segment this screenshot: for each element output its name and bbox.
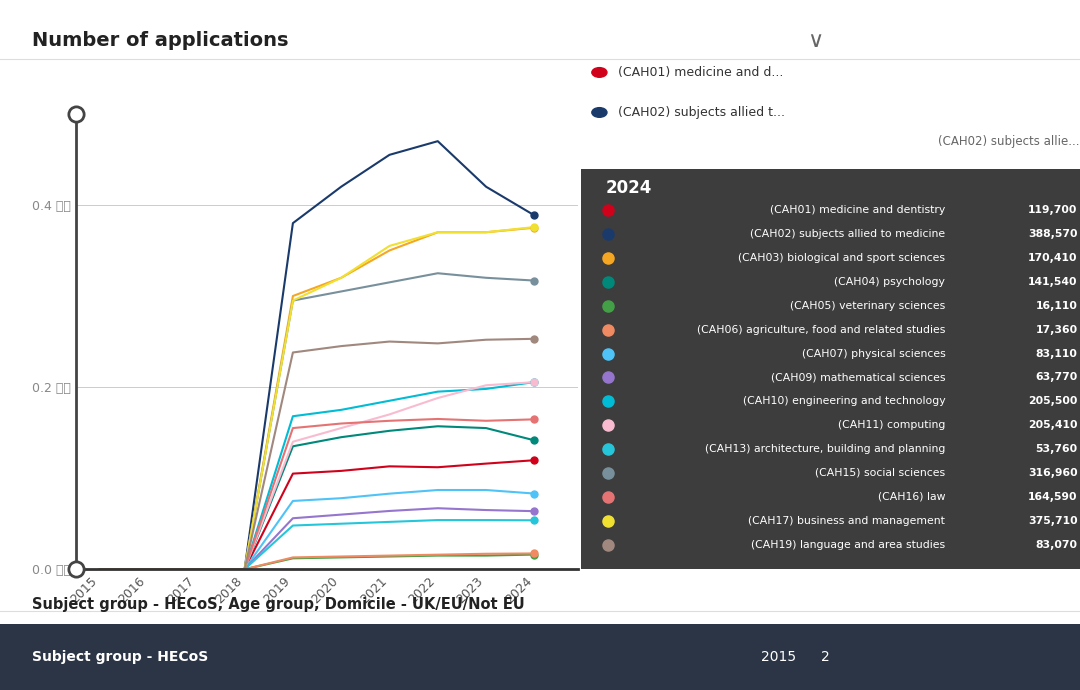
Text: 2024: 2024 <box>606 179 652 197</box>
Text: ∨: ∨ <box>807 31 824 51</box>
Text: (CAH10) engineering and technology: (CAH10) engineering and technology <box>743 396 945 406</box>
Text: (CAH04) psychology: (CAH04) psychology <box>835 277 945 287</box>
Text: 83,110: 83,110 <box>1036 348 1078 359</box>
Text: 119,700: 119,700 <box>1028 205 1078 215</box>
Text: 53,760: 53,760 <box>1036 444 1078 454</box>
Text: 388,570: 388,570 <box>1028 229 1078 239</box>
Text: (CAH17) business and management: (CAH17) business and management <box>748 515 945 526</box>
Text: 205,410: 205,410 <box>1028 420 1078 430</box>
Text: 316,960: 316,960 <box>1028 468 1078 478</box>
Text: 375,710: 375,710 <box>1028 515 1078 526</box>
Text: (CAH16) law: (CAH16) law <box>878 492 945 502</box>
Text: (CAH01) medicine and d...: (CAH01) medicine and d... <box>618 66 783 79</box>
Text: Subject group - HECoS, Age group, Domicile - UK/EU/Not EU: Subject group - HECoS, Age group, Domici… <box>32 597 525 612</box>
Text: (CAH06) agriculture, food and related studies: (CAH06) agriculture, food and related st… <box>697 324 945 335</box>
Text: (CAH02) subjects allied to medicine: (CAH02) subjects allied to medicine <box>751 229 945 239</box>
Text: 141,540: 141,540 <box>1028 277 1078 287</box>
Text: 2015: 2015 <box>761 650 797 664</box>
Text: 164,590: 164,590 <box>1028 492 1078 502</box>
Text: 205,500: 205,500 <box>1028 396 1078 406</box>
Text: 83,070: 83,070 <box>1036 540 1078 549</box>
Text: (CAH07) physical sciences: (CAH07) physical sciences <box>801 348 945 359</box>
Text: (CAH11) computing: (CAH11) computing <box>838 420 945 430</box>
Text: Number of applications: Number of applications <box>32 31 289 50</box>
Text: Subject group - HECoS: Subject group - HECoS <box>32 650 208 664</box>
Text: 63,770: 63,770 <box>1036 373 1078 382</box>
Text: (CAH02) subjects allied t...: (CAH02) subjects allied t... <box>618 106 785 119</box>
Text: (CAH09) mathematical sciences: (CAH09) mathematical sciences <box>771 373 945 382</box>
Text: (CAH15) social sciences: (CAH15) social sciences <box>815 468 945 478</box>
Text: (CAH01) medicine and dentistry: (CAH01) medicine and dentistry <box>770 205 945 215</box>
Text: (CAH05) veterinary sciences: (CAH05) veterinary sciences <box>791 301 945 310</box>
Text: 16,110: 16,110 <box>1036 301 1078 310</box>
Text: (CAH03) biological and sport sciences: (CAH03) biological and sport sciences <box>739 253 945 263</box>
Text: (CAH02) subjects allie...: (CAH02) subjects allie... <box>939 135 1080 148</box>
Text: 170,410: 170,410 <box>1028 253 1078 263</box>
Text: (CAH19) language and area studies: (CAH19) language and area studies <box>752 540 945 549</box>
Text: (CAH13) architecture, building and planning: (CAH13) architecture, building and plann… <box>705 444 945 454</box>
Text: 17,360: 17,360 <box>1036 324 1078 335</box>
Text: 2: 2 <box>821 650 829 664</box>
